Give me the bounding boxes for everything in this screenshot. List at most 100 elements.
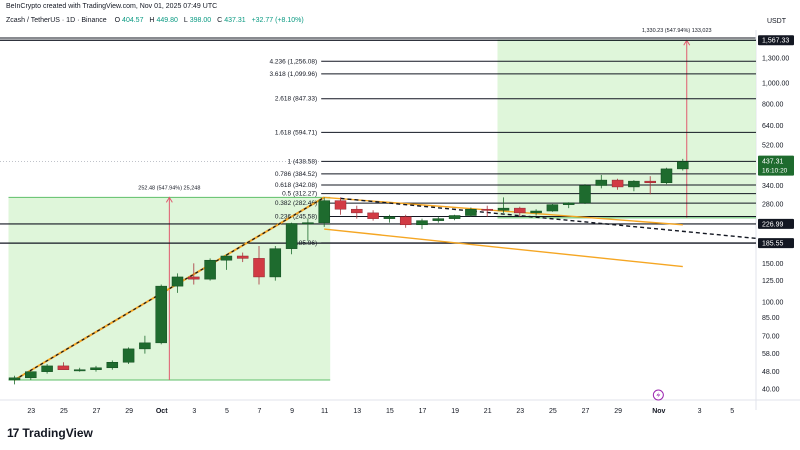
candle-body-33 [546,204,559,212]
low-value: 398.00 [189,17,212,24]
current-price-tag [758,155,794,176]
candle-body-17 [285,223,298,249]
candle-body-8 [139,342,151,350]
fib-label-6: 0.618 (342.08) [275,182,317,189]
tradingview-brand[interactable]: 17 TradingView [7,426,93,440]
time-tick-label: 23 [516,408,524,415]
time-tick-label: 19 [451,408,459,415]
time-tick-label: 23 [27,408,35,415]
fib-label-1: 3.618 (1,099.96) [269,71,317,78]
price-tag-label-1: 226.99 [762,221,784,228]
candle-body-30 [497,207,510,211]
time-tick-label: 9 [290,408,294,415]
price-tick-label: 800.00 [762,102,784,109]
candle-body-22 [367,212,379,219]
price-tick-label: 640.00 [762,123,784,130]
price-tick-label: 340.00 [762,183,784,190]
measure-zone-label-1: 1,330.23 (547.94%) 133,023 [642,28,712,34]
candle-body-32 [530,210,542,214]
high-value: 449.80 [156,17,178,24]
candle-body-1 [25,371,37,379]
candle-body-18 [302,222,314,225]
time-tick-label: Nov [652,408,665,415]
measure-zone-label-0: 252.48 (547.94%) 25,248 [138,185,200,191]
symbol-name[interactable]: Zcash / TetherUS · 1D · Binance [6,17,107,24]
ohlc-legend: Zcash / TetherUS · 1D · Binance O 404.57 … [6,17,308,24]
candle-body-25 [416,220,428,226]
change-value: +32.77 (+8.10%) [251,17,304,24]
candle-body-35 [579,185,591,204]
fib-label-5: 0.786 (384.52) [275,171,317,178]
price-tick-label: 150.00 [762,261,784,268]
candle-body-16 [269,248,282,278]
time-tick-label: 13 [353,408,361,415]
price-tag-bg-2 [758,238,794,249]
time-tick-label: 25 [60,408,68,415]
chart-credit: BeInCrypto created with TradingView.com,… [6,3,218,10]
candle-body-13 [220,255,233,261]
time-tick-label: 7 [258,408,262,415]
candle-body-41 [677,161,689,170]
time-tick-label: 21 [484,408,492,415]
candle-body-4 [73,369,86,372]
price-tick-label: 48.00 [762,369,780,376]
price-tag-label-0: 1,567.33 [762,38,789,45]
time-tick-label: 27 [582,408,590,415]
candle-body-3 [57,365,70,370]
candle-body-14 [236,255,249,259]
time-tick-label: 15 [386,408,394,415]
candle-body-10 [171,276,184,287]
candle-body-19 [318,200,330,223]
time-tick-label: 3 [698,408,702,415]
candle-body-15 [253,258,265,278]
candle-body-24 [399,216,412,226]
candle-body-21 [351,208,363,214]
currency-label: USDT [766,18,786,25]
candle-body-36 [595,179,608,186]
trendline-2 [324,228,683,268]
measure-zone-1 [497,40,756,218]
measure-arrowhead-0 [165,196,173,203]
fib-label-2: 2.618 (847.33) [275,96,317,103]
close-value: 437.31 [224,17,246,24]
candle-body-12 [204,259,216,280]
candle-body-9 [155,285,167,344]
time-tick-label: 25 [549,408,557,415]
candle-body-6 [106,361,119,369]
time-tick-label: 17 [419,408,427,415]
current-price-label: 437.31 [762,159,784,166]
candle-body-29 [481,208,493,211]
price-tick-label: 100.00 [762,299,784,306]
price-tick-label: 70.00 [762,333,780,340]
candle-body-40 [660,168,673,184]
lightning-icon [656,392,661,398]
tradingview-logo-icon: 17 [7,426,19,440]
price-tag-bg-1 [758,218,794,229]
open-label: O [114,17,121,24]
candle-body-31 [514,207,526,214]
candle-body-11 [188,276,200,280]
price-tick-label: 520.00 [762,143,784,150]
time-tick-label: 27 [93,408,101,415]
fib-label-7: 0.5 (312.27) [282,191,317,198]
close-label: C [217,17,223,24]
time-tick-label: 5 [730,408,734,415]
time-tick-label: 3 [192,408,196,415]
countdown-label: 16:10:20 [762,168,788,175]
fib-label-4: 1 (438.58) [288,158,318,165]
price-tick-label: 1,300.00 [762,56,789,63]
price-tick-label: 280.00 [762,201,784,208]
candle-body-38 [628,180,640,188]
candle-body-7 [122,348,135,363]
candle-body-2 [41,365,53,372]
high-label: H [149,17,155,24]
open-value: 404.57 [122,17,144,24]
time-tick-label: 11 [321,408,328,415]
price-tick-label: 85.00 [762,315,780,322]
candle-body-27 [448,215,461,219]
candle-body-26 [432,218,445,221]
trendline-base-0 [13,196,325,381]
price-tick-label: 125.00 [762,278,784,285]
price-tag-bg-0 [758,35,794,46]
